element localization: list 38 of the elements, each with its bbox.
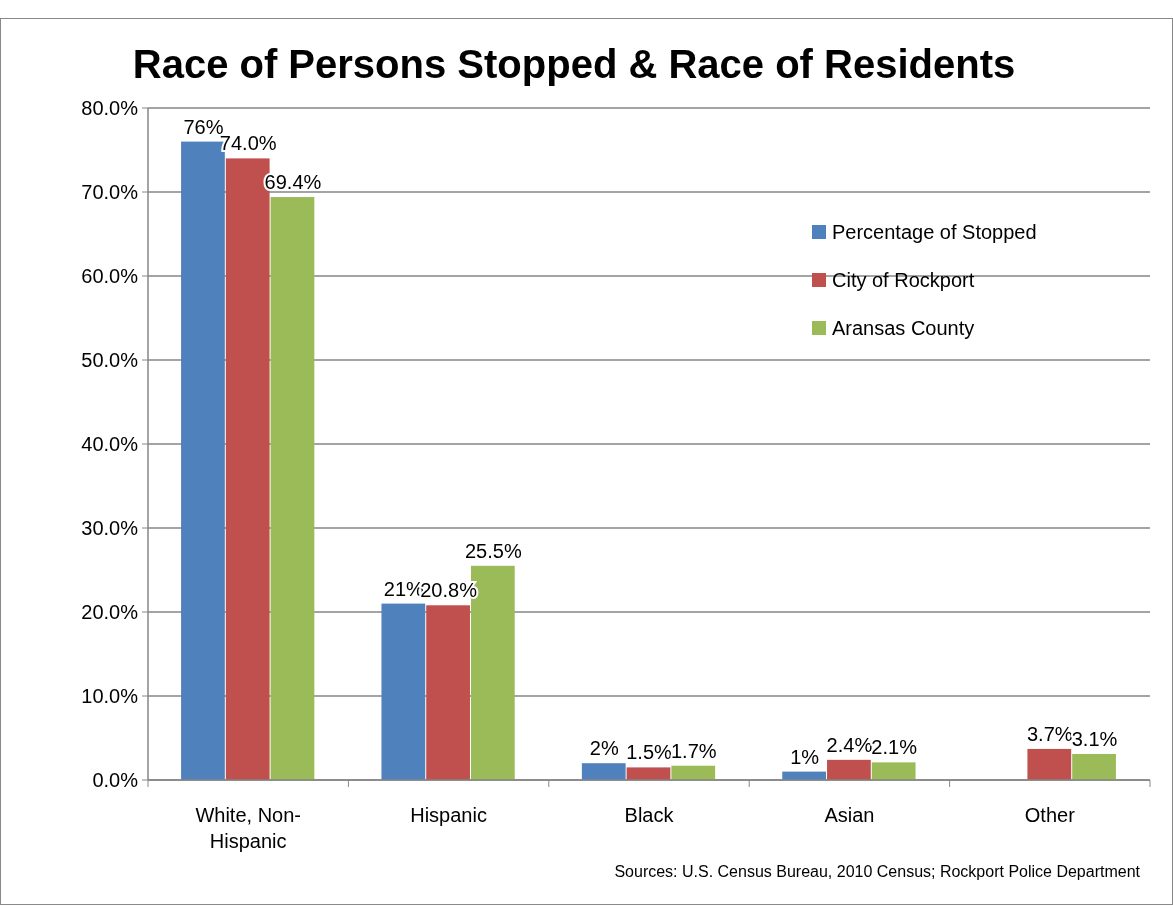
y-tick-label: 30.0% xyxy=(81,517,139,539)
y-tick-label: 80.0% xyxy=(81,97,139,119)
legend-label: City of Rockport xyxy=(832,269,975,291)
bar xyxy=(871,762,916,780)
x-tick-label: Asian xyxy=(824,804,875,826)
x-tick-label: Hispanic xyxy=(410,804,487,826)
data-label: 1.5% xyxy=(626,741,673,764)
legend-label: Aransas County xyxy=(832,317,975,339)
x-tick-label: Black xyxy=(624,804,675,826)
data-label: 1% xyxy=(790,745,820,768)
source-note: Sources: U.S. Census Bureau, 2010 Census; Rockport Police Department xyxy=(614,863,1141,880)
y-tick-label: 70.0% xyxy=(81,181,139,203)
bar xyxy=(827,759,871,780)
data-label: 2% xyxy=(589,737,619,760)
legend-label: Percentage of Stopped xyxy=(832,221,1037,243)
data-label: 2.1% xyxy=(871,736,918,759)
y-tick-label: 10.0% xyxy=(81,685,139,707)
data-label: 25.5% xyxy=(465,539,522,562)
bar xyxy=(381,603,426,780)
bar xyxy=(626,767,671,780)
x-tick-label: Other xyxy=(1024,804,1076,826)
data-label: 2.4% xyxy=(826,733,873,756)
y-tick-label: 50.0% xyxy=(81,349,139,371)
data-label: 3.1% xyxy=(1071,727,1118,750)
x-tick-label: White, Non-Hispanic xyxy=(195,804,301,852)
bar xyxy=(1072,753,1116,780)
data-label: 3.7% xyxy=(1027,722,1073,745)
bar xyxy=(1027,748,1072,780)
y-tick-label: 60.0% xyxy=(81,265,139,287)
bar xyxy=(426,605,470,780)
bar xyxy=(581,763,626,780)
bar xyxy=(671,765,716,780)
data-label: 1.7% xyxy=(670,739,717,762)
y-tick-label: 40.0% xyxy=(81,433,139,455)
y-tick-label: 0.0% xyxy=(92,769,139,791)
y-tick-label: 20.0% xyxy=(81,601,139,623)
chart-title: Race of Persons Stopped & Race of Residents xyxy=(132,42,1016,86)
bar xyxy=(270,197,315,780)
